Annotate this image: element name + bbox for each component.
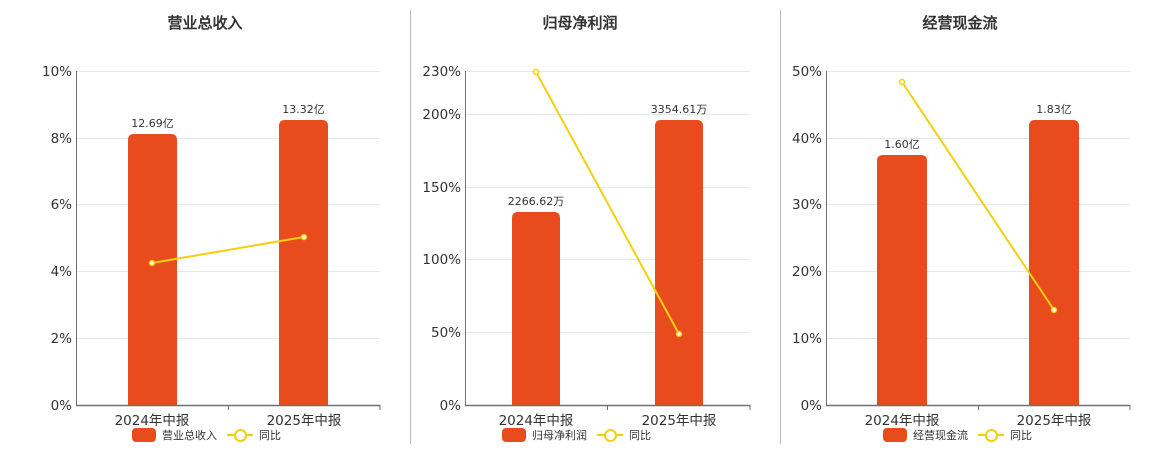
legend: 经营现金流 同比 (883, 427, 1032, 443)
svg-text:20%: 20% (792, 264, 822, 280)
line-legend-icon[interactable] (978, 428, 1004, 442)
x-axis-label: 2024年中报 (499, 413, 574, 429)
legend: 营业总收入 同比 (132, 427, 281, 443)
chart-title: 营业总收入 (167, 14, 243, 32)
bar-2025[interactable] (279, 120, 328, 405)
bar-2024[interactable] (128, 134, 177, 405)
bar-value-label: 2266.62万 (508, 195, 565, 208)
bar-value-label: 12.69亿 (131, 117, 174, 130)
x-axis-label: 2025年中报 (1017, 413, 1092, 429)
yoy-point[interactable] (300, 233, 308, 241)
svg-text:50%: 50% (431, 325, 461, 341)
line-legend-icon[interactable] (597, 428, 623, 442)
svg-text:30%: 30% (792, 197, 822, 213)
svg-text:10%: 10% (42, 64, 72, 80)
revenue-chart: 0% 2% 4% 6% 8% 10% 12.69亿 13.32亿 2024年中报… (42, 64, 381, 429)
yoy-point[interactable] (532, 68, 540, 76)
legend: 归母净利润 同比 (502, 427, 651, 443)
bar-value-label: 1.60亿 (884, 138, 920, 151)
line-legend-icon[interactable] (227, 428, 253, 442)
yoy-point[interactable] (148, 259, 156, 267)
bar-legend-swatch[interactable] (502, 428, 526, 442)
x-axis-label: 2025年中报 (267, 413, 342, 429)
svg-text:8%: 8% (51, 131, 73, 147)
x-axis-label: 2024年中报 (115, 413, 190, 429)
yoy-point[interactable] (898, 78, 906, 86)
svg-text:230%: 230% (422, 64, 461, 80)
svg-text:200%: 200% (422, 107, 461, 123)
svg-text:50%: 50% (792, 64, 822, 80)
bar-legend-swatch[interactable] (132, 428, 156, 442)
bar-legend-label[interactable]: 归母净利润 (532, 429, 587, 442)
bar-2024[interactable] (512, 212, 560, 405)
grid-lines (76, 71, 380, 339)
svg-text:4%: 4% (51, 264, 73, 280)
y-axis-labels: 0% 2% 4% 6% 8% 10% (42, 64, 72, 414)
chart-title: 归母净利润 (542, 14, 618, 32)
revenue-chart-panel: 营业总收入 0% 2% 4% 6% 8% 10% 12.69亿 13.32亿 2… (0, 0, 400, 450)
y-axis-labels: 0% 10% 20% 30% 40% 50% (792, 64, 822, 414)
yoy-point[interactable] (675, 330, 683, 338)
net-profit-chart-panel: 归母净利润 0% 50% 100% 150% 200% 230% 2266.62… (422, 14, 751, 443)
line-legend-label[interactable]: 同比 (1010, 429, 1032, 442)
svg-text:150%: 150% (422, 180, 461, 196)
bar-2025[interactable] (655, 120, 703, 405)
bar-legend-label[interactable]: 营业总收入 (162, 429, 217, 442)
svg-text:40%: 40% (792, 131, 822, 147)
line-legend-label[interactable]: 同比 (259, 429, 281, 442)
bar-value-label: 13.32亿 (282, 103, 325, 116)
bar-value-label: 1.83亿 (1036, 103, 1072, 116)
svg-text:100%: 100% (422, 252, 461, 268)
yoy-line (151, 236, 305, 264)
yoy-line (535, 71, 680, 335)
svg-text:0%: 0% (51, 398, 73, 414)
yoy-line (901, 81, 1055, 311)
bar-legend-swatch[interactable] (883, 428, 907, 442)
svg-text:0%: 0% (440, 398, 462, 414)
grid-lines (826, 71, 1130, 339)
panel-divider (410, 10, 411, 444)
svg-text:6%: 6% (51, 197, 73, 213)
svg-text:2%: 2% (51, 331, 73, 347)
yoy-point[interactable] (1050, 306, 1058, 314)
bar-2025[interactable] (1029, 120, 1079, 405)
svg-text:0%: 0% (801, 398, 823, 414)
bar-value-label: 3354.61万 (651, 103, 708, 116)
y-axis-labels: 0% 50% 100% 150% 200% 230% (422, 64, 461, 414)
x-axis-label: 2025年中报 (642, 413, 717, 429)
line-legend-label[interactable]: 同比 (629, 429, 651, 442)
net-profit-chart: 0% 50% 100% 150% 200% 230% 2266.62万 3354… (422, 64, 751, 429)
bar-2024[interactable] (877, 155, 927, 405)
chart-title: 经营现金流 (922, 14, 998, 32)
svg-text:10%: 10% (792, 331, 822, 347)
panel-divider (780, 10, 781, 444)
x-axis-label: 2024年中报 (865, 413, 940, 429)
bar-legend-label[interactable]: 经营现金流 (913, 429, 968, 442)
